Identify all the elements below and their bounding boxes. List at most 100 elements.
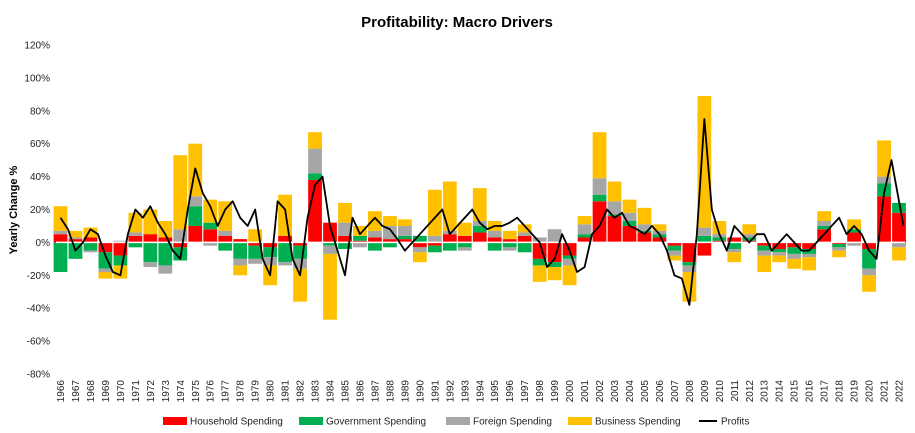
household-bar [128,235,143,243]
business-bar [158,221,173,238]
household-bar [143,234,158,243]
household-bar [278,235,292,243]
x-tick-label: 2008 [685,380,696,403]
household-bar [338,235,352,243]
government-bar [368,242,382,251]
x-tick-label: 2000 [565,380,576,403]
y-axis-label: Yearly Change % [8,165,20,254]
government-bar [667,245,682,251]
foreign-bar [562,258,577,266]
x-tick-label: 1996 [505,380,516,403]
government-bar [83,242,98,251]
business-bar [847,219,861,230]
government-bar [607,214,622,217]
household-bar [293,242,307,246]
foreign-bar [682,265,697,273]
household-bar [892,212,906,243]
foreign-bar [697,227,712,236]
household-bar [682,242,697,263]
household-bar [188,225,203,243]
business-bar [817,211,832,222]
x-tick-label: 1968 [86,380,97,403]
foreign-bar [727,248,742,253]
x-tick-label: 1983 [311,380,322,403]
government-bar [547,262,562,268]
government-bar [682,262,697,266]
x-tick-label: 2004 [625,380,636,403]
household-bar [577,237,592,243]
household-bar [218,235,233,243]
government-bar [278,242,292,263]
x-tick-label: 1985 [341,380,352,403]
foreign-bar [338,222,352,236]
foreign-bar [218,230,233,236]
government-bar [53,242,68,273]
government-bar [457,242,472,248]
business-bar [592,132,607,179]
foreign-bar [98,268,113,273]
foreign-bar [353,242,367,248]
business-bar [877,140,891,177]
household-bar [53,234,68,243]
x-tick-label: 1966 [56,380,67,403]
household-bar [832,242,847,245]
x-tick-label: 2007 [670,380,681,403]
x-tick-label: 1978 [236,380,247,403]
business-bar [697,96,712,228]
x-tick-label: 1976 [206,380,217,403]
x-tick-label: 1977 [221,380,232,403]
government-bar [742,237,757,241]
foreign-bar [862,268,876,276]
household-bar [248,242,263,246]
x-tick-label: 2011 [730,380,741,402]
government-bar [412,235,427,243]
foreign-bar [547,229,562,243]
foreign-bar [517,232,532,236]
government-bar [263,247,278,258]
business-bar [787,258,802,269]
x-tick-label: 1969 [101,380,112,403]
business-bar [562,265,577,286]
government-bar [847,229,861,233]
foreign-bar [742,234,757,238]
household-bar [308,179,322,243]
x-tick-label: 2021 [880,380,891,403]
business-bar [577,216,592,225]
x-tick-label: 1980 [266,380,277,403]
x-tick-label: 1975 [191,380,202,403]
x-tick-label: 1972 [146,380,157,403]
foreign-bar [787,253,802,259]
foreign-bar [622,212,637,222]
household-bar [457,235,472,243]
x-tick-label: 2017 [820,380,831,403]
business-bar [83,227,98,238]
business-bar [98,272,113,279]
business-bar [293,268,307,302]
business-bar [338,202,352,223]
y-tick-label: 100% [24,73,50,84]
foreign-bar [817,221,832,226]
government-bar [637,230,652,233]
business-bar [368,211,382,231]
x-tick-label: 1997 [520,380,531,403]
business-bar [128,212,143,233]
government-bar [248,245,263,259]
household-bar [697,242,712,256]
household-bar [772,242,787,249]
x-tick-label: 2022 [895,380,906,403]
y-tick-label: -60% [27,337,50,348]
foreign-bar [368,230,382,238]
foreign-bar [308,148,322,174]
household-bar [652,237,667,243]
foreign-bar [772,252,787,256]
business-bar [173,155,188,230]
household-bar [502,239,517,243]
foreign-bar [278,262,292,266]
government-bar [622,221,637,226]
business-bar [742,224,757,235]
foreign-bar [487,230,502,238]
foreign-bar [323,245,337,254]
x-tick-label: 1990 [415,380,426,403]
foreign-bar [607,201,622,215]
